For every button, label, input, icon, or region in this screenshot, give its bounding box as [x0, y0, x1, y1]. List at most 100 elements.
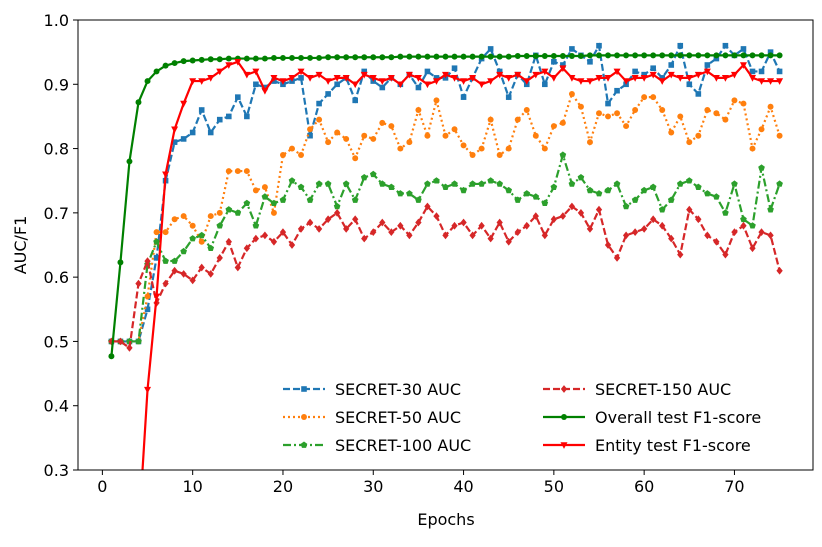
series-marker [243, 199, 251, 207]
series-marker [207, 213, 214, 220]
series-marker [333, 202, 341, 210]
series-marker [387, 75, 395, 82]
series-marker [351, 81, 359, 89]
series-marker [650, 215, 657, 224]
series-marker [324, 78, 332, 85]
series-marker [279, 54, 286, 61]
series-marker [424, 68, 431, 75]
series-marker [261, 87, 269, 95]
series-marker [370, 228, 377, 236]
series-marker [451, 75, 459, 82]
series-marker [740, 100, 747, 107]
series-marker [405, 71, 413, 79]
x-tick-label: 70 [724, 477, 744, 496]
series-marker [351, 196, 359, 203]
series-marker [559, 151, 567, 158]
series-marker [216, 68, 224, 76]
series-marker [424, 202, 431, 211]
series-marker [496, 218, 503, 227]
series-marker [415, 218, 422, 227]
series-marker [315, 180, 323, 187]
legend-marker [301, 386, 307, 392]
series-marker [153, 229, 160, 236]
series-marker [704, 62, 711, 68]
series-marker [686, 81, 693, 88]
legend-label: Entity test F1-score [595, 436, 751, 455]
series-marker [568, 75, 576, 82]
series-marker [406, 53, 413, 60]
series-marker [415, 84, 422, 91]
series-marker [198, 238, 205, 245]
series-marker [496, 152, 503, 158]
series-marker [216, 209, 223, 216]
series-marker [171, 257, 178, 264]
series-marker [144, 293, 151, 300]
series-marker [270, 54, 277, 61]
series-marker [758, 228, 765, 236]
series-marker [424, 53, 431, 60]
series-marker [433, 97, 440, 104]
series-marker [749, 145, 756, 152]
series-marker [677, 250, 684, 259]
series-marker [334, 54, 341, 61]
series-marker [406, 139, 413, 146]
series-marker [577, 78, 585, 85]
series-marker [415, 53, 422, 60]
x-axis-label: Epochs [417, 510, 474, 529]
series-marker [234, 58, 242, 66]
series-marker [460, 186, 467, 194]
series-marker [569, 46, 575, 52]
series-marker [442, 231, 449, 240]
series-marker [713, 110, 720, 117]
series-marker [369, 170, 377, 178]
series-marker [514, 71, 522, 79]
series-marker [523, 53, 530, 59]
series-marker [559, 65, 567, 73]
series-marker [252, 222, 260, 229]
series-marker [234, 209, 242, 216]
series-marker [767, 78, 775, 85]
legend-marker [560, 442, 568, 449]
series-marker [550, 183, 558, 190]
series-marker [577, 103, 584, 110]
series-marker [704, 52, 711, 59]
series-marker [379, 54, 386, 61]
series-marker [361, 132, 368, 139]
series-marker [135, 531, 142, 538]
series-marker [695, 132, 702, 139]
series-marker [749, 68, 756, 75]
series-marker [505, 53, 512, 60]
series-marker [442, 132, 449, 139]
series-marker [596, 110, 602, 117]
series-marker [667, 71, 675, 79]
series-marker [505, 145, 512, 152]
series-marker [144, 257, 151, 265]
series-marker [162, 279, 169, 288]
series-marker [315, 225, 323, 233]
series-marker [605, 100, 611, 107]
series-marker [396, 81, 404, 89]
series-marker [478, 221, 485, 230]
series-marker [758, 78, 766, 85]
series-marker [216, 116, 223, 123]
series-marker [297, 225, 305, 233]
series-marker [632, 52, 639, 59]
series-marker [532, 193, 540, 200]
series-marker [550, 53, 557, 59]
series-marker [487, 234, 494, 243]
series-marker [622, 231, 630, 240]
series-marker [505, 75, 513, 82]
series-marker [352, 155, 359, 162]
series-marker [776, 78, 784, 85]
series-marker [244, 113, 250, 120]
series-marker [433, 53, 440, 60]
series-marker [722, 209, 729, 216]
series-marker [297, 183, 305, 190]
series-marker [415, 196, 422, 203]
series-line [141, 60, 780, 470]
series-marker [243, 71, 251, 79]
series-marker [739, 62, 747, 69]
series-marker [478, 81, 486, 89]
legend-marker [560, 385, 568, 393]
series-marker [758, 126, 765, 133]
